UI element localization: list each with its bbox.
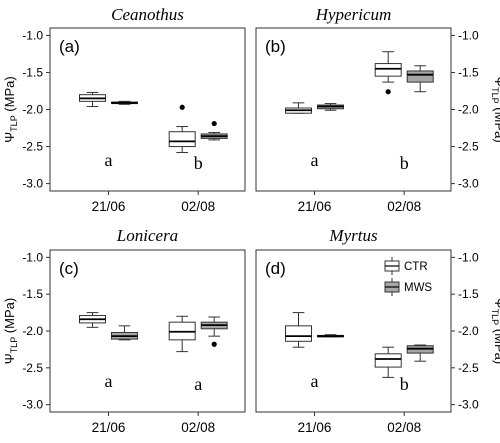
- panel-title: Ceanothus: [111, 5, 184, 24]
- y-axis-label-left: ΨTLP (MPa): [2, 298, 19, 364]
- y-tick-label: -3.0: [22, 398, 43, 412]
- panel-frame: [49, 249, 246, 413]
- y-tick-label: -1.0: [458, 250, 479, 264]
- panel-label: (b): [265, 37, 286, 56]
- y-tick-label: -2.0: [458, 103, 479, 117]
- y-axis-label-left: ΨTLP (MPa): [2, 76, 19, 142]
- outlier-point: [211, 341, 217, 347]
- legend-label: CTR: [404, 261, 428, 273]
- y-tick-label: -1.5: [22, 65, 43, 79]
- significance-letter: a: [311, 150, 319, 170]
- legend-label: MWS: [404, 282, 432, 294]
- y-axis-subscript: TLP: [9, 337, 19, 354]
- significance-letter: b: [400, 374, 409, 394]
- y-tick-label: -2.0: [22, 324, 43, 338]
- panel-label: (c): [59, 259, 79, 278]
- box-ctr: [285, 325, 312, 342]
- significance-letter: b: [194, 153, 203, 173]
- significance-letter: a: [105, 150, 113, 170]
- significance-letter: a: [311, 371, 319, 391]
- y-tick-label: -3.0: [458, 398, 479, 412]
- x-tick-label: 02/08: [181, 199, 215, 214]
- box-ctr: [374, 63, 402, 77]
- panel-label: (d): [265, 259, 286, 278]
- y-axis-symbol: Ψ: [2, 132, 17, 143]
- significance-letter: b: [400, 153, 409, 173]
- panel-title: Myrtus: [328, 226, 378, 245]
- panel-label: (a): [59, 37, 80, 56]
- y-tick-label: -1.5: [458, 65, 479, 79]
- outlier-point: [211, 120, 217, 127]
- outlier-point: [179, 104, 185, 110]
- y-tick-label: -2.0: [458, 324, 479, 338]
- y-axis-unit: (MPa): [2, 298, 17, 337]
- y-axis-label-right: ΨTLP (MPa): [490, 298, 500, 364]
- y-axis-symbol: Ψ: [492, 298, 500, 309]
- box-mws: [406, 70, 434, 83]
- x-tick-label: 21/06: [92, 420, 126, 435]
- x-tick-label: 02/08: [387, 420, 421, 435]
- panel-title: Hypericum: [315, 5, 392, 24]
- panel-title: Lonicera: [116, 226, 178, 245]
- x-tick-label: 02/08: [181, 420, 215, 435]
- x-tick-label: 21/06: [298, 420, 332, 435]
- y-axis-subscript: TLP: [490, 309, 500, 326]
- box-ctr: [374, 353, 402, 368]
- x-tick-label: 02/08: [387, 199, 421, 214]
- y-axis-unit: (MPa): [2, 76, 17, 115]
- y-tick-label: -2.0: [22, 103, 43, 117]
- x-tick-label: 21/06: [92, 199, 126, 214]
- outlier-point: [385, 89, 391, 95]
- y-tick-label: -1.5: [458, 287, 479, 301]
- y-axis-symbol: Ψ: [492, 76, 500, 87]
- y-tick-label: -1.0: [458, 28, 479, 42]
- y-axis-unit: (MPa): [492, 104, 500, 143]
- significance-letter: a: [194, 374, 202, 394]
- y-axis-subscript: TLP: [9, 115, 19, 132]
- x-tick-label: 21/06: [298, 199, 332, 214]
- y-tick-label: -3.0: [458, 177, 479, 191]
- y-tick-label: -2.5: [22, 361, 43, 375]
- y-axis-subscript: TLP: [490, 87, 500, 104]
- y-tick-label: -2.5: [458, 140, 479, 154]
- y-axis-unit: (MPa): [492, 325, 500, 364]
- y-tick-label: -3.0: [22, 177, 43, 191]
- y-tick-label: -2.5: [458, 361, 479, 375]
- significance-letter: a: [105, 371, 113, 391]
- y-tick-label: -1.5: [22, 287, 43, 301]
- box-ctr: [168, 131, 196, 148]
- y-tick-label: -2.5: [22, 140, 43, 154]
- y-axis-symbol: Ψ: [2, 353, 17, 364]
- y-tick-label: -1.0: [22, 250, 43, 264]
- y-tick-label: -1.0: [22, 28, 43, 42]
- y-axis-label-right: ΨTLP (MPa): [490, 76, 500, 142]
